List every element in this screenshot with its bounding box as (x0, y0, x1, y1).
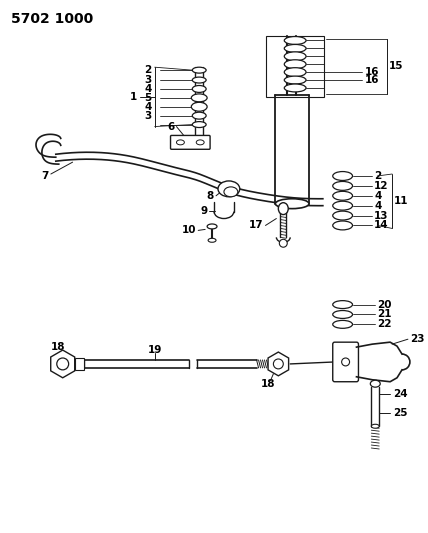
Text: 10: 10 (182, 225, 196, 236)
FancyBboxPatch shape (333, 342, 359, 382)
Text: 5: 5 (145, 93, 152, 103)
Text: 13: 13 (374, 211, 389, 221)
Bar (267, 36, 324, 97)
Ellipse shape (333, 311, 353, 318)
Text: 23: 23 (410, 334, 425, 344)
Ellipse shape (284, 84, 306, 92)
Ellipse shape (196, 140, 204, 145)
Ellipse shape (333, 320, 353, 328)
Ellipse shape (192, 122, 206, 127)
Text: 22: 22 (377, 319, 392, 329)
Text: 7: 7 (42, 171, 49, 181)
Ellipse shape (372, 424, 379, 428)
Ellipse shape (333, 301, 353, 309)
Text: 8: 8 (207, 191, 214, 201)
Text: 1: 1 (130, 92, 137, 102)
Text: 4: 4 (374, 200, 382, 211)
Ellipse shape (284, 52, 306, 61)
Text: 2: 2 (374, 171, 381, 181)
Text: 14: 14 (374, 221, 389, 230)
Ellipse shape (208, 238, 216, 243)
Text: 4: 4 (144, 102, 152, 112)
Ellipse shape (333, 181, 353, 190)
Text: 21: 21 (377, 310, 392, 319)
Ellipse shape (191, 94, 207, 102)
Ellipse shape (333, 201, 353, 210)
Bar (74, 358, 84, 370)
Text: 24: 24 (393, 389, 408, 399)
Ellipse shape (278, 203, 288, 215)
Ellipse shape (284, 68, 306, 77)
Ellipse shape (192, 85, 206, 92)
Text: 18: 18 (261, 379, 276, 389)
Ellipse shape (191, 102, 207, 111)
Ellipse shape (192, 112, 206, 119)
Ellipse shape (192, 77, 206, 83)
Ellipse shape (333, 221, 353, 230)
Ellipse shape (275, 199, 309, 208)
Text: 9: 9 (200, 206, 207, 216)
Ellipse shape (284, 76, 306, 84)
Ellipse shape (370, 380, 380, 387)
Ellipse shape (207, 224, 217, 229)
Text: 17: 17 (249, 221, 264, 230)
Ellipse shape (333, 211, 353, 220)
Text: 3: 3 (145, 111, 152, 120)
Ellipse shape (192, 67, 206, 73)
Ellipse shape (218, 181, 240, 197)
Ellipse shape (333, 172, 353, 181)
Text: 4: 4 (144, 84, 152, 94)
Text: 11: 11 (394, 196, 409, 206)
Ellipse shape (176, 140, 184, 145)
Ellipse shape (284, 60, 306, 69)
Text: 2: 2 (145, 65, 152, 75)
Text: 15: 15 (389, 61, 404, 71)
Text: 6: 6 (167, 122, 175, 132)
Text: 20: 20 (377, 300, 392, 310)
Text: 18: 18 (51, 342, 65, 352)
Text: 16: 16 (364, 75, 379, 85)
Ellipse shape (284, 37, 306, 44)
Ellipse shape (342, 358, 350, 366)
Ellipse shape (279, 239, 287, 247)
Text: 12: 12 (374, 181, 389, 191)
Text: 5702 1000: 5702 1000 (11, 12, 94, 26)
Text: 4: 4 (374, 191, 382, 201)
Ellipse shape (273, 359, 283, 369)
Ellipse shape (224, 187, 238, 197)
FancyBboxPatch shape (170, 135, 210, 149)
Ellipse shape (284, 44, 306, 52)
Ellipse shape (57, 358, 68, 370)
Text: 3: 3 (145, 75, 152, 85)
Text: 25: 25 (393, 408, 407, 418)
Text: 19: 19 (148, 345, 162, 355)
Ellipse shape (333, 191, 353, 200)
Text: 16: 16 (364, 67, 379, 77)
